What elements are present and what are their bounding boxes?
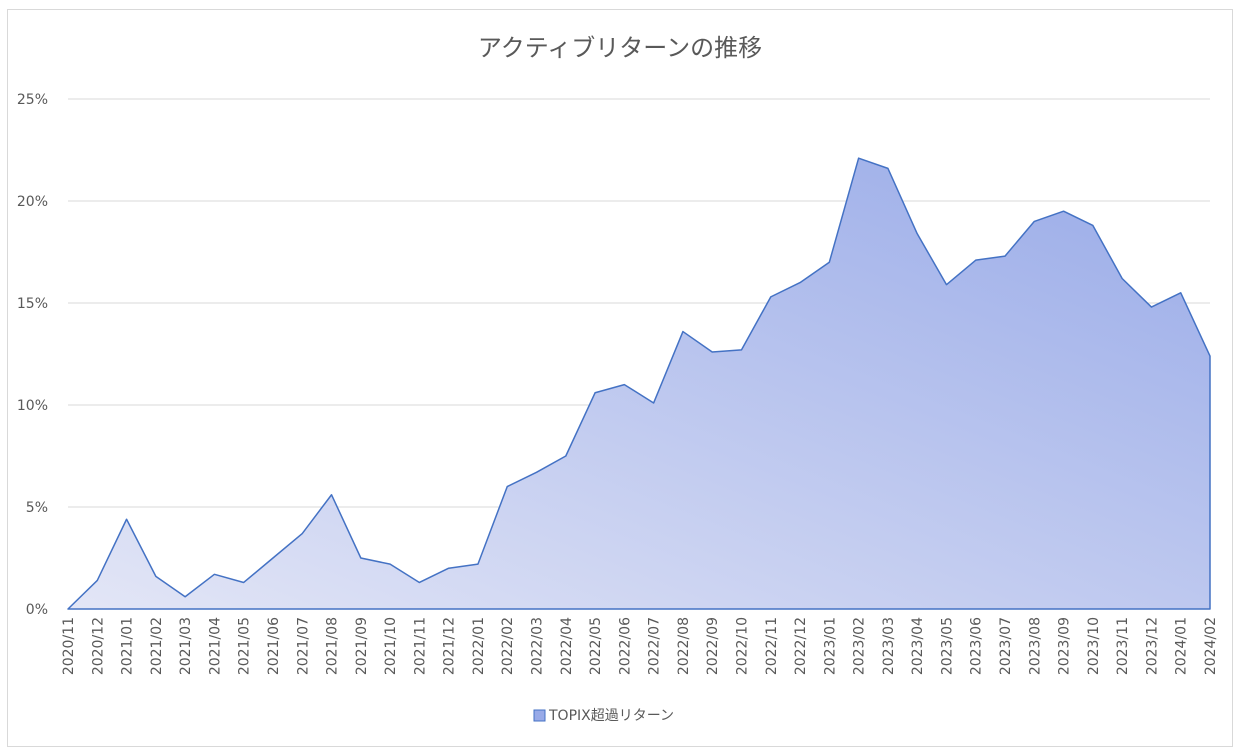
x-tick-label: 2021/08 bbox=[325, 617, 341, 675]
x-tick-label: 2022/04 bbox=[559, 617, 575, 675]
x-tick-label: 2021/10 bbox=[383, 617, 399, 675]
y-tick-label: 5% bbox=[26, 500, 48, 516]
x-tick-label: 2021/12 bbox=[442, 617, 458, 675]
x-tick-label: 2024/02 bbox=[1203, 617, 1219, 675]
chart-title: アクティブリターンの推移 bbox=[478, 34, 762, 62]
x-tick-label: 2022/05 bbox=[588, 617, 604, 675]
series-area-path bbox=[67, 157, 1211, 610]
x-tick-label: 2021/01 bbox=[120, 617, 136, 675]
x-tick-label: 2023/07 bbox=[998, 617, 1014, 675]
x-tick-label: 2024/01 bbox=[1174, 617, 1190, 675]
y-tick-label: 0% bbox=[26, 602, 48, 618]
x-tick-label: 2022/06 bbox=[617, 617, 633, 675]
series-area bbox=[67, 157, 1211, 610]
x-tick-label: 2023/04 bbox=[910, 617, 926, 675]
x-tick-label: 2022/10 bbox=[734, 617, 750, 675]
x-tick-label: 2023/05 bbox=[939, 617, 955, 675]
x-tick-label: 2023/09 bbox=[1057, 617, 1073, 675]
x-tick-label: 2023/08 bbox=[1027, 617, 1043, 675]
x-tick-label: 2020/12 bbox=[90, 617, 106, 675]
x-tick-label: 2023/01 bbox=[822, 617, 838, 675]
x-tick-label: 2022/11 bbox=[764, 617, 780, 675]
x-tick-label: 2023/02 bbox=[852, 617, 868, 675]
x-tick-label: 2020/11 bbox=[61, 617, 77, 675]
x-tick-label: 2021/11 bbox=[412, 617, 428, 675]
x-tick-label: 2022/12 bbox=[793, 617, 809, 675]
legend-swatch bbox=[533, 709, 546, 722]
x-tick-label: 2021/04 bbox=[207, 617, 223, 675]
y-axis-ticks: 0% 5% 10% 15% 20% 25% bbox=[17, 92, 48, 618]
x-tick-label: 2023/11 bbox=[1115, 617, 1131, 675]
x-tick-label: 2022/09 bbox=[705, 617, 721, 675]
x-tick-label: 2021/02 bbox=[149, 617, 165, 675]
x-tick-label: 2021/07 bbox=[295, 617, 311, 675]
x-tick-label: 2023/12 bbox=[1144, 617, 1160, 675]
x-tick-label: 2022/08 bbox=[676, 617, 692, 675]
x-tick-label: 2023/10 bbox=[1086, 617, 1102, 675]
y-tick-label: 20% bbox=[17, 194, 48, 210]
x-tick-label: 2021/03 bbox=[178, 617, 194, 675]
legend-label: TOPIX超過リターン bbox=[548, 708, 674, 724]
x-tick-label: 2022/01 bbox=[471, 617, 487, 675]
x-tick-label: 2021/05 bbox=[237, 617, 253, 675]
x-tick-label: 2021/09 bbox=[354, 617, 370, 675]
y-tick-label: 15% bbox=[17, 296, 48, 312]
y-tick-label: 25% bbox=[17, 92, 48, 108]
y-tick-label: 10% bbox=[17, 398, 48, 414]
x-tick-label: 2021/06 bbox=[266, 617, 282, 675]
x-axis-ticks: 2020/11 2020/12 2021/01 2021/02 2021/03 2021/… bbox=[61, 617, 1219, 675]
x-tick-label: 2022/07 bbox=[647, 617, 663, 675]
x-tick-label: 2023/03 bbox=[881, 617, 897, 675]
x-tick-label: 2022/03 bbox=[530, 617, 546, 675]
x-tick-label: 2023/06 bbox=[969, 617, 985, 675]
x-tick-label: 2022/02 bbox=[500, 617, 516, 675]
legend: TOPIX超過リターン bbox=[533, 708, 674, 724]
